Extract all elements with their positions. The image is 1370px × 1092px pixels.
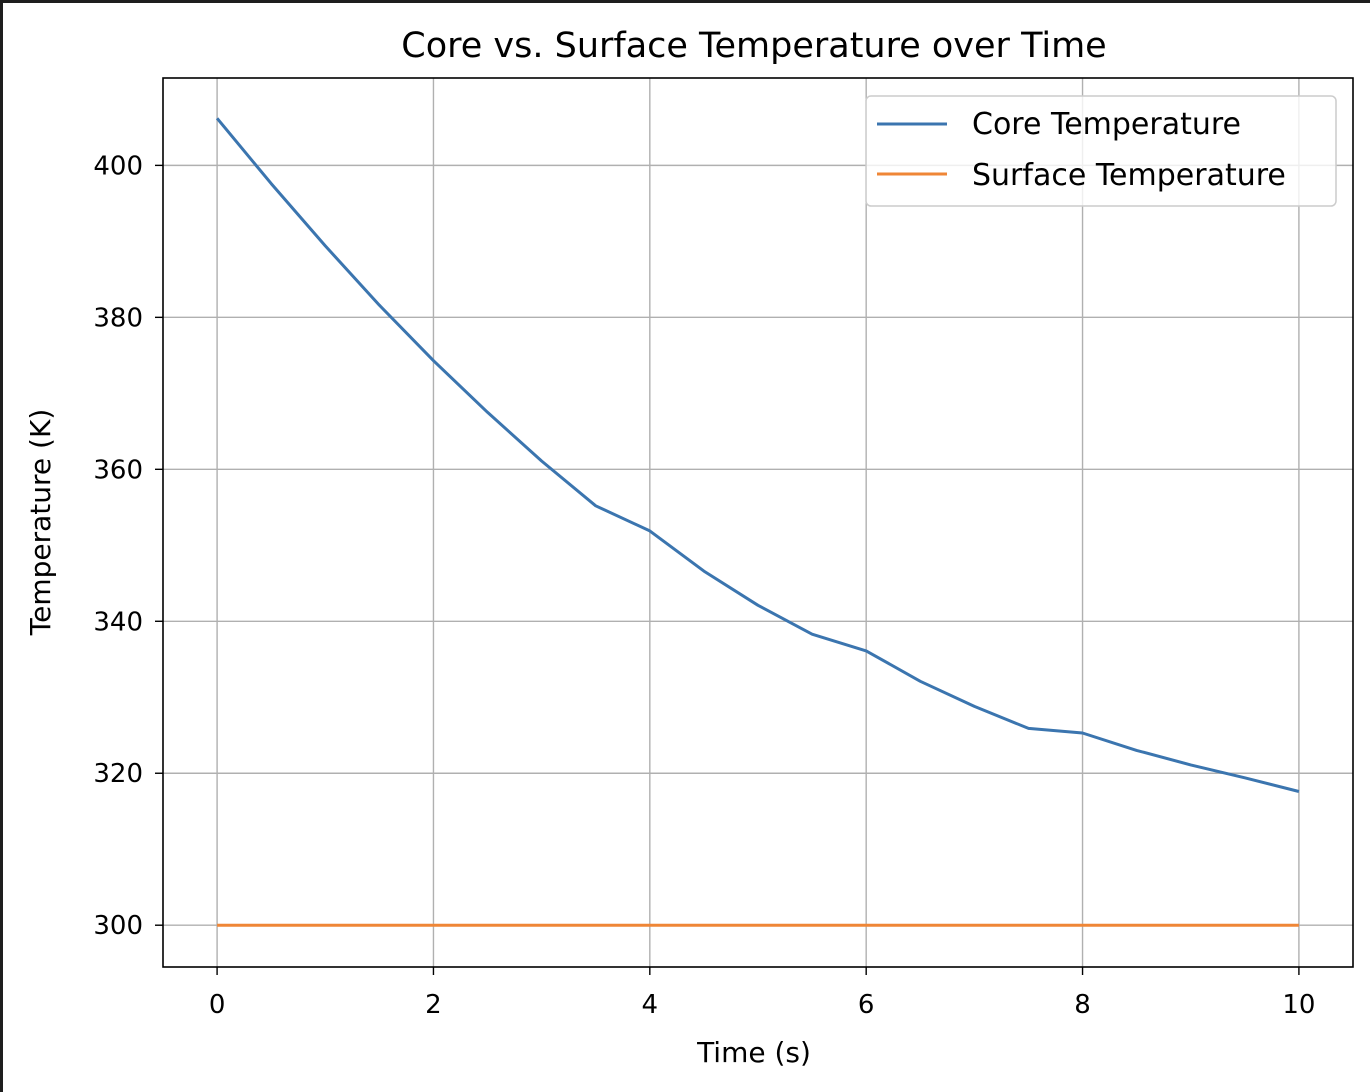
y-tick-label: 300	[93, 911, 143, 941]
x-tick-label: 10	[1282, 990, 1315, 1020]
y-tick-label: 380	[93, 303, 143, 333]
legend-label-surface-temperature: Surface Temperature	[972, 158, 1286, 193]
x-tick-label: 0	[209, 990, 226, 1020]
axis-ticks: 0 2 4 6 8 10 300 320 340 360 380 400	[93, 151, 1315, 1020]
grid-lines	[163, 78, 1353, 967]
x-tick-label: 6	[858, 990, 875, 1020]
y-axis-label: Temperature (K)	[24, 409, 57, 636]
legend-label-core-temperature: Core Temperature	[972, 107, 1241, 142]
y-tick-label: 340	[93, 607, 143, 637]
chart-title: Core vs. Surface Temperature over Time	[401, 26, 1106, 66]
y-tick-label: 320	[93, 759, 143, 789]
x-tick-label: 8	[1074, 990, 1091, 1020]
x-tick-label: 2	[425, 990, 442, 1020]
plot-area-border	[162, 77, 1354, 968]
legend-box	[865, 95, 1337, 207]
series-group	[215, 117, 1300, 927]
y-tick-label: 360	[93, 455, 143, 485]
x-axis-label: Time (s)	[696, 1036, 811, 1069]
series-line-core-temperature	[215, 117, 1300, 793]
y-tick-label: 400	[93, 151, 143, 181]
legend: Core Temperature Surface Temperature	[865, 95, 1337, 207]
x-tick-label: 4	[642, 990, 659, 1020]
